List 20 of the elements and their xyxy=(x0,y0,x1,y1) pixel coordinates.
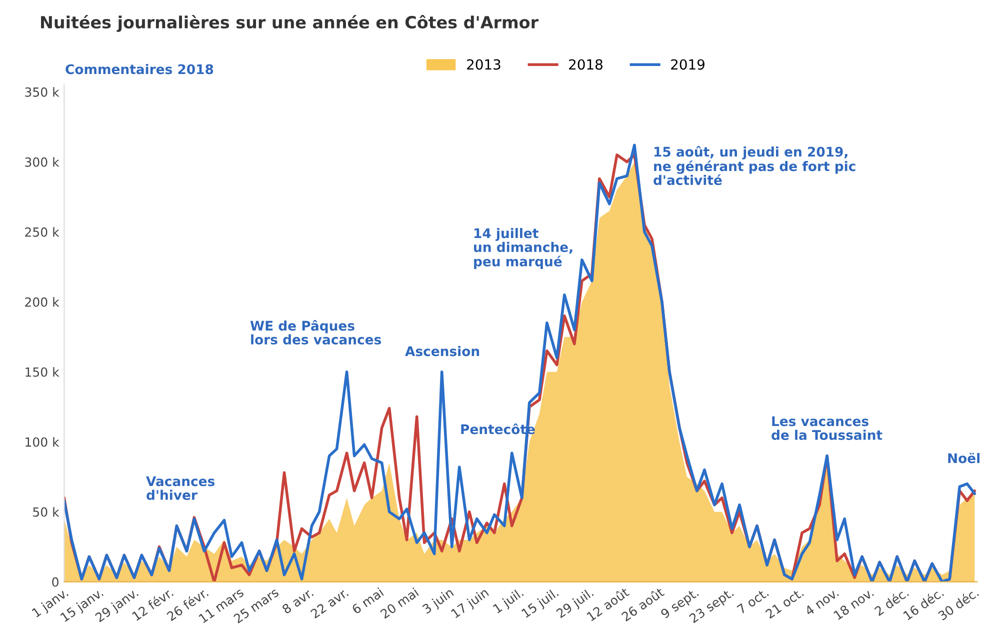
annotation: Les vacances de la Toussaint xyxy=(772,416,882,440)
y-tick-label: 150 k xyxy=(26,367,60,377)
y-tick-label: 300 k xyxy=(25,157,60,167)
y-tick-label: 0 xyxy=(52,577,58,587)
y-tick-label: 50 k xyxy=(33,507,60,517)
annotation: WE de Pâques lors des vacances xyxy=(250,320,382,345)
text: Commentaires 2018 xyxy=(66,64,214,74)
y-tick-label: 250 k xyxy=(25,227,60,237)
legend-label: 2019 xyxy=(671,59,704,70)
legend-label: 2018 xyxy=(569,59,602,70)
annotation: 14 juillet un dimanche, peu marqué xyxy=(474,228,572,269)
y-tick-label: 100 k xyxy=(26,437,60,447)
y-tick-label: 200 k xyxy=(25,297,60,307)
annotation: 15 août, un jeudi en 2019, ne générant pas de fort pic d'activité xyxy=(654,146,856,186)
chart-title: Nuitées journalières sur une année en Côtes d'Armor xyxy=(41,14,538,32)
legend-label: 2013 xyxy=(467,59,500,70)
annotation: Ascension xyxy=(405,346,480,356)
y-tick-label: 350 k xyxy=(25,87,60,97)
annotation: Vacances d'hiver xyxy=(146,476,215,500)
annotation: Noël xyxy=(948,452,980,464)
